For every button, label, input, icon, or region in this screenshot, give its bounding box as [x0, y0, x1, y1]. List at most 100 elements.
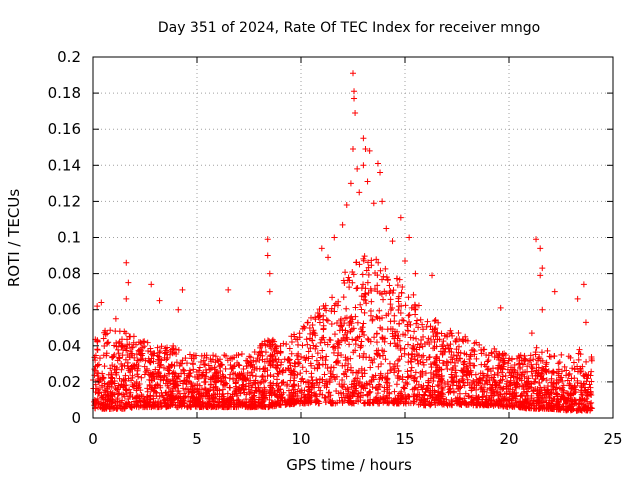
- data-point: [581, 387, 588, 394]
- data-point: [109, 393, 116, 400]
- data-point: [194, 396, 201, 403]
- data-point: [274, 370, 281, 377]
- data-point: [378, 361, 385, 368]
- data-point: [528, 402, 535, 409]
- data-point: [507, 379, 514, 386]
- data-point: [558, 374, 565, 381]
- data-point: [339, 376, 346, 383]
- data-point: [150, 350, 157, 357]
- data-point: [115, 390, 122, 397]
- data-point: [514, 355, 521, 362]
- data-point: [397, 214, 404, 221]
- data-point: [147, 396, 154, 403]
- data-point: [190, 394, 197, 401]
- data-point: [133, 387, 140, 394]
- data-point: [139, 344, 146, 351]
- data-point: [402, 332, 409, 339]
- data-point: [209, 365, 216, 372]
- axis-ticks: 0 0.02 0.04 0.06 0.08 0.1 0.12 0.14 0.16 0.18 0.2 0…: [48, 48, 623, 448]
- data-point: [412, 369, 419, 376]
- data-point: [527, 352, 534, 359]
- data-point: [187, 398, 194, 405]
- data-point: [491, 378, 498, 385]
- data-point: [94, 398, 101, 405]
- data-point: [443, 358, 450, 365]
- data-point: [384, 370, 391, 377]
- data-point: [412, 270, 419, 277]
- data-point: [131, 403, 138, 410]
- data-point: [124, 359, 131, 366]
- data-point: [292, 336, 299, 343]
- data-point: [418, 353, 425, 360]
- data-point: [504, 366, 511, 373]
- data-point: [546, 395, 553, 402]
- data-point: [232, 380, 239, 387]
- data-point: [493, 348, 500, 355]
- data-point: [361, 331, 368, 338]
- data-point: [236, 401, 243, 408]
- data-point: [107, 327, 114, 334]
- data-point: [277, 349, 284, 356]
- data-point: [271, 391, 278, 398]
- data-point: [94, 362, 101, 369]
- data-point: [343, 202, 350, 209]
- data-point: [302, 357, 309, 364]
- data-point: [541, 384, 548, 391]
- data-point: [427, 369, 434, 376]
- x-tick-label: 10: [291, 430, 310, 448]
- data-point: [123, 259, 130, 266]
- data-point: [345, 274, 352, 281]
- data-point: [168, 388, 175, 395]
- data-point: [145, 355, 152, 362]
- data-point: [148, 351, 155, 358]
- data-point: [272, 363, 279, 370]
- data-point: [340, 390, 347, 397]
- data-point: [253, 358, 260, 365]
- data-point: [342, 269, 349, 276]
- data-point: [327, 368, 334, 375]
- data-point: [329, 397, 336, 404]
- data-point: [152, 385, 159, 392]
- data-point: [309, 321, 316, 328]
- data-point: [332, 376, 339, 383]
- data-point: [362, 146, 369, 153]
- data-point: [457, 383, 464, 390]
- y-tick-label: 0.14: [48, 156, 81, 174]
- data-point: [122, 330, 129, 337]
- data-point: [397, 309, 404, 316]
- data-point: [359, 382, 366, 389]
- data-point: [156, 364, 163, 371]
- data-point: [259, 352, 266, 359]
- data-point: [459, 368, 466, 375]
- data-point: [316, 319, 323, 326]
- data-point: [338, 322, 345, 329]
- data-point: [180, 367, 187, 374]
- chart-title: Day 351 of 2024, Rate Of TEC Index for r…: [158, 20, 540, 36]
- data-point: [464, 379, 471, 386]
- data-point: [396, 320, 403, 327]
- data-point: [581, 373, 588, 380]
- data-point: [477, 401, 484, 408]
- data-point: [408, 364, 415, 371]
- data-point: [451, 359, 458, 366]
- data-point: [252, 373, 259, 380]
- data-point: [402, 257, 408, 264]
- data-point: [471, 340, 478, 347]
- data-point: [322, 395, 329, 402]
- data-point: [427, 387, 434, 394]
- data-point: [365, 271, 372, 278]
- data-point: [529, 372, 536, 379]
- data-point: [585, 404, 592, 411]
- data-point: [483, 373, 490, 380]
- data-point: [533, 236, 540, 243]
- data-point: [314, 350, 321, 357]
- data-point: [431, 389, 438, 396]
- data-point: [174, 388, 181, 395]
- data-point: [497, 401, 504, 408]
- data-point: [340, 335, 347, 342]
- data-point: [543, 399, 550, 406]
- data-point: [448, 378, 455, 385]
- data-point: [343, 373, 350, 380]
- data-point: [252, 387, 259, 394]
- data-point: [327, 337, 334, 344]
